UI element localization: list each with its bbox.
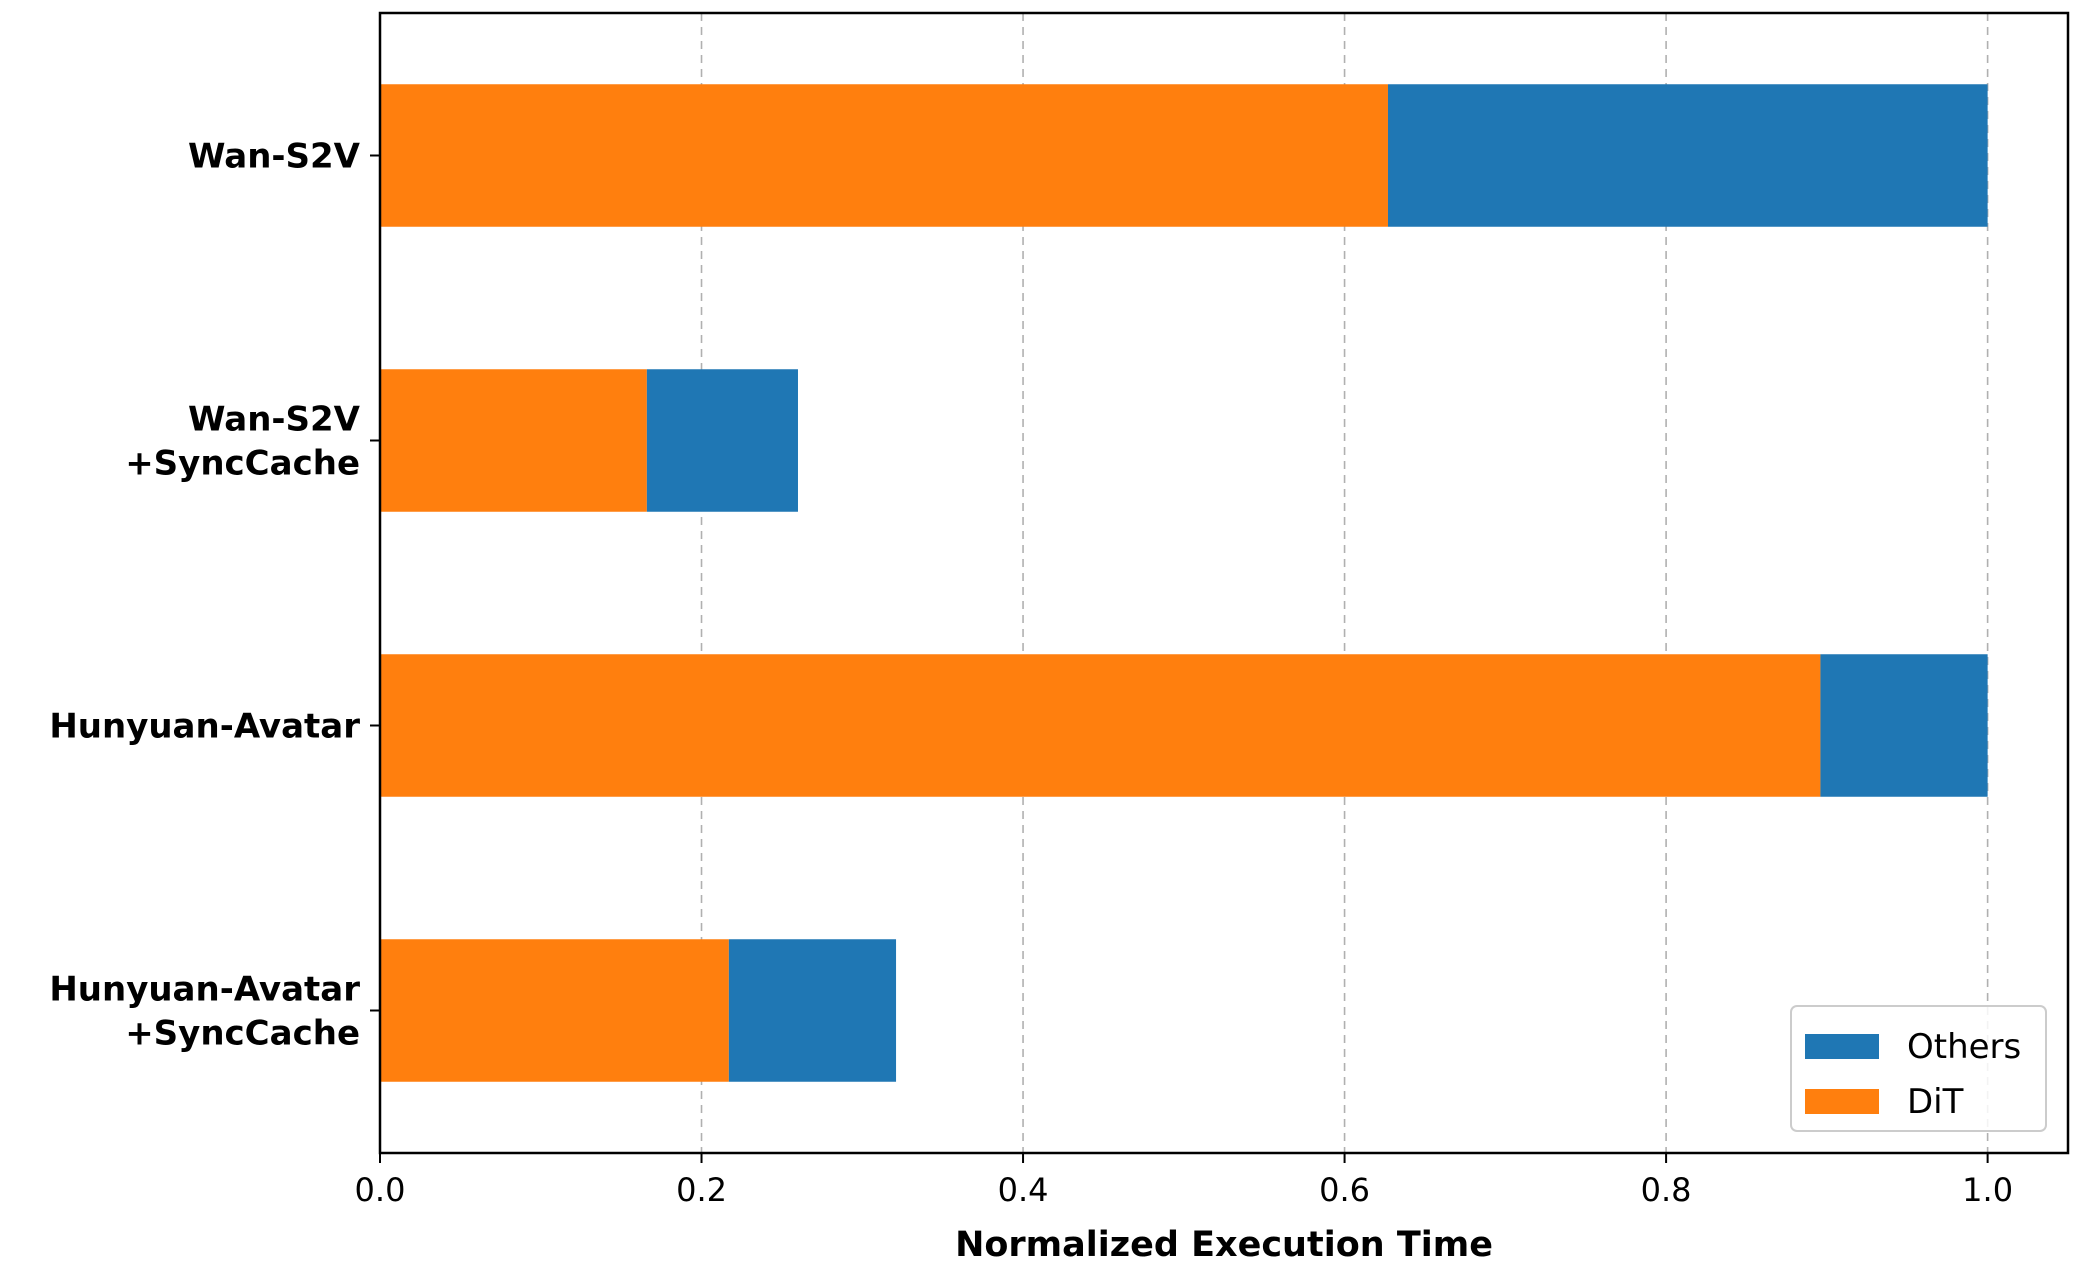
x-axis-ticks: 0.0 0.2 0.4 0.6 0.8 1.0 bbox=[355, 1153, 2013, 1209]
legend-swatch-others bbox=[1805, 1034, 1879, 1059]
legend-swatch-dit bbox=[1805, 1089, 1879, 1114]
x-tick-label: 0.4 bbox=[998, 1171, 1049, 1209]
bar-dit-1 bbox=[380, 369, 647, 512]
bar-others-2 bbox=[1820, 654, 1988, 797]
bar-dit-3 bbox=[380, 939, 729, 1082]
bar-others-1 bbox=[646, 369, 798, 512]
x-tick-label: 0.0 bbox=[355, 1171, 406, 1209]
bar-dit-2 bbox=[380, 654, 1821, 797]
legend-label-others: Others bbox=[1907, 1027, 2021, 1067]
x-tick-label: 0.8 bbox=[1641, 1171, 1692, 1209]
legend: Others DiT bbox=[1790, 1005, 2047, 1132]
legend-label-dit: DiT bbox=[1907, 1082, 1964, 1122]
x-tick-label: 0.6 bbox=[1319, 1171, 1370, 1209]
x-tick-label: 1.0 bbox=[1962, 1171, 2013, 1209]
category-label: Hunyuan-Avatar +SyncCache bbox=[49, 970, 360, 1054]
category-label: Wan-S2V bbox=[188, 137, 361, 177]
category-label: Wan-S2V +SyncCache bbox=[125, 400, 360, 484]
y-axis-ticks: Wan-S2V Wan-S2V +SyncCache Hunyuan-Avatar Hu… bbox=[49, 137, 380, 1054]
x-tick-label: 0.2 bbox=[676, 1171, 727, 1209]
bar-others-3 bbox=[728, 939, 897, 1082]
bars bbox=[380, 84, 1988, 1082]
bar-dit-0 bbox=[380, 84, 1388, 227]
plot-frame bbox=[378, 11, 2070, 1155]
x-axis-title: Normalized Execution Time bbox=[955, 1225, 1493, 1264]
bar-others-0 bbox=[1387, 84, 1988, 227]
category-label: Hunyuan-Avatar bbox=[49, 707, 360, 747]
